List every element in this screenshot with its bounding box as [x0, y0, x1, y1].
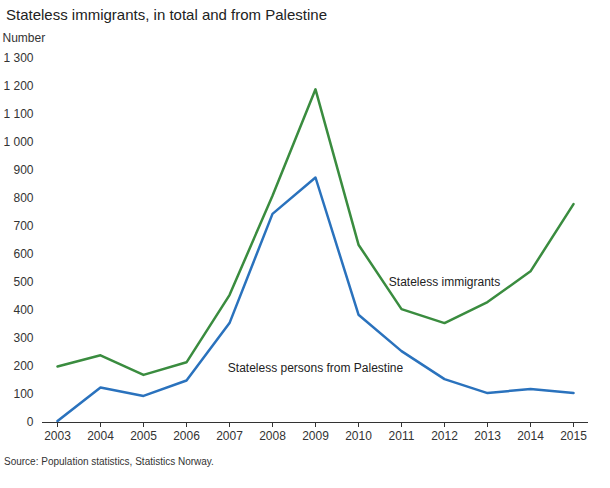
svg-text:200: 200 [13, 359, 33, 373]
svg-text:2005: 2005 [130, 429, 157, 443]
svg-text:2007: 2007 [216, 429, 243, 443]
svg-text:300: 300 [13, 331, 33, 345]
svg-text:400: 400 [13, 303, 33, 317]
svg-text:100: 100 [13, 387, 33, 401]
svg-text:1 000: 1 000 [3, 135, 33, 149]
svg-text:2003: 2003 [44, 429, 71, 443]
svg-text:700: 700 [13, 219, 33, 233]
svg-text:2012: 2012 [431, 429, 458, 443]
svg-text:1 100: 1 100 [3, 107, 33, 121]
svg-text:900: 900 [13, 163, 33, 177]
svg-text:1 200: 1 200 [3, 79, 33, 93]
svg-text:Stateless persons from Palesti: Stateless persons from Palestine [228, 361, 404, 375]
svg-text:0: 0 [27, 415, 34, 429]
svg-text:2008: 2008 [259, 429, 286, 443]
svg-text:800: 800 [13, 191, 33, 205]
svg-text:2015: 2015 [560, 429, 587, 443]
svg-text:2004: 2004 [87, 429, 114, 443]
svg-text:2013: 2013 [474, 429, 501, 443]
html-text:Stateless immigrants, in total: Stateless immigrants, in total and from … [6, 6, 327, 23]
svg-text:600: 600 [13, 247, 33, 261]
svg-text:2014: 2014 [517, 429, 544, 443]
svg-text:Stateless immigrants: Stateless immigrants [389, 275, 500, 289]
svg-text:Number: Number [3, 31, 46, 45]
svg-text:2009: 2009 [302, 429, 329, 443]
svg-text:1 300: 1 300 [3, 51, 33, 65]
svg-text:500: 500 [13, 275, 33, 289]
svg-text:2010: 2010 [345, 429, 372, 443]
svg-text:2006: 2006 [173, 429, 200, 443]
svg-text:2011: 2011 [389, 429, 415, 443]
html-text:Source: Population statistics,: Source: Population statistics, Statistic… [4, 456, 214, 467]
